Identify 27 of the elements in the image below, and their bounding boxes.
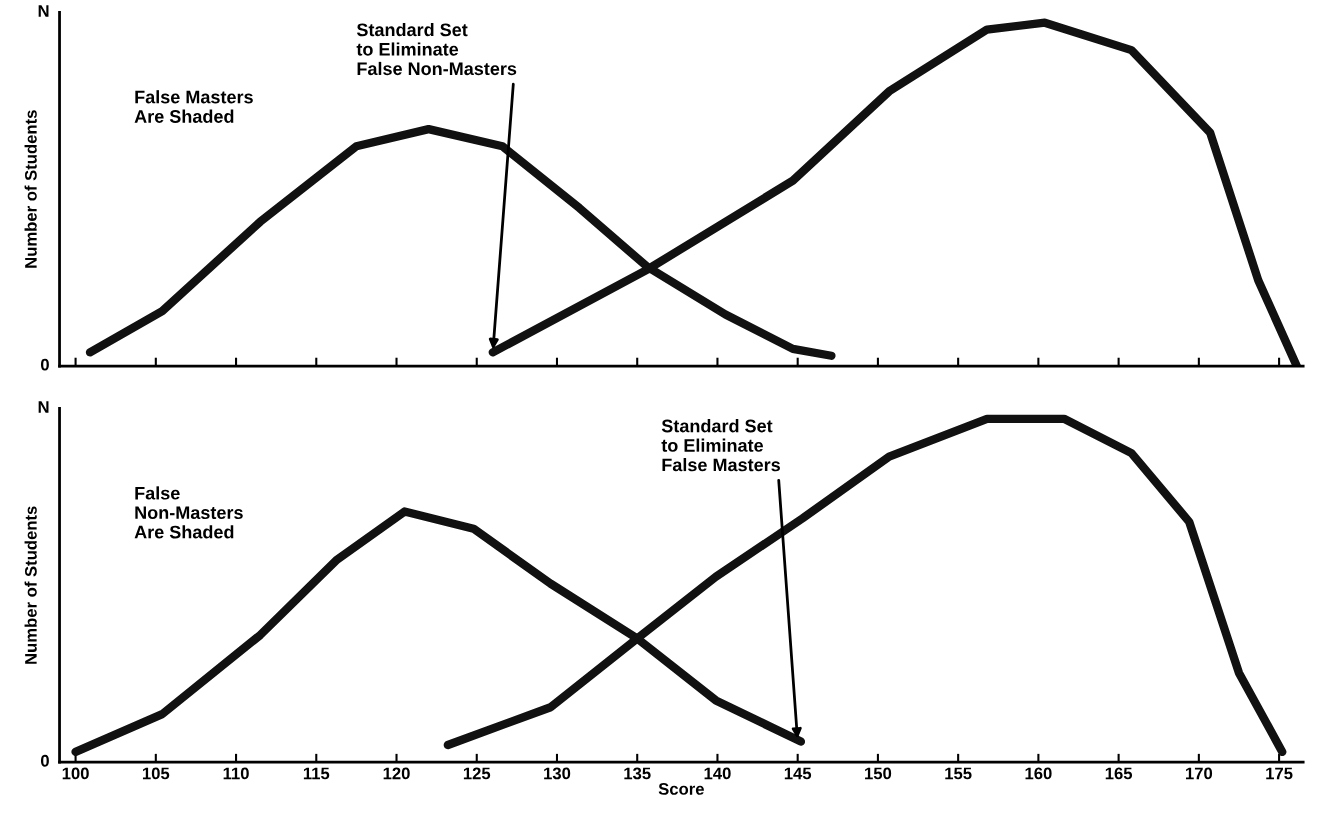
x-tick-label: 175 [1266, 767, 1293, 780]
x-tick-label: 105 [142, 767, 170, 780]
text: 0 [40, 754, 49, 767]
annotation: False Masters Are Shaded [134, 90, 253, 123]
y-axis-title: Number of Students [24, 506, 37, 664]
x-tick-label: 110 [223, 767, 249, 780]
x-tick-label: 100 [62, 767, 89, 780]
annotation: Standard Set to Eliminate False Non-Masters [356, 22, 517, 76]
x-tick-label: 150 [865, 767, 892, 780]
text: N [38, 5, 49, 17]
x-tick-label: 125 [463, 767, 491, 780]
text: 0 [40, 358, 49, 371]
x-tick-label: 145 [784, 767, 812, 780]
x-tick-label: 135 [624, 767, 651, 780]
text: N [38, 401, 49, 413]
x-axis-title: Score [658, 783, 704, 795]
x-tick-label: 140 [704, 767, 731, 780]
x-tick-label: 130 [544, 767, 571, 780]
x-tick-label: 120 [383, 767, 410, 780]
x-tick-label: 155 [945, 767, 972, 780]
x-tick-label: 160 [1025, 767, 1052, 780]
annotation: Standard Set to Eliminate False Masters [661, 419, 780, 472]
x-tick-label: 115 [303, 767, 330, 780]
y-axis-title: Number of Students [24, 110, 37, 268]
x-tick-label: 165 [1105, 767, 1133, 780]
x-tick-label: 170 [1186, 767, 1213, 780]
annotation: False Non-Masters Are Shaded [134, 486, 243, 539]
